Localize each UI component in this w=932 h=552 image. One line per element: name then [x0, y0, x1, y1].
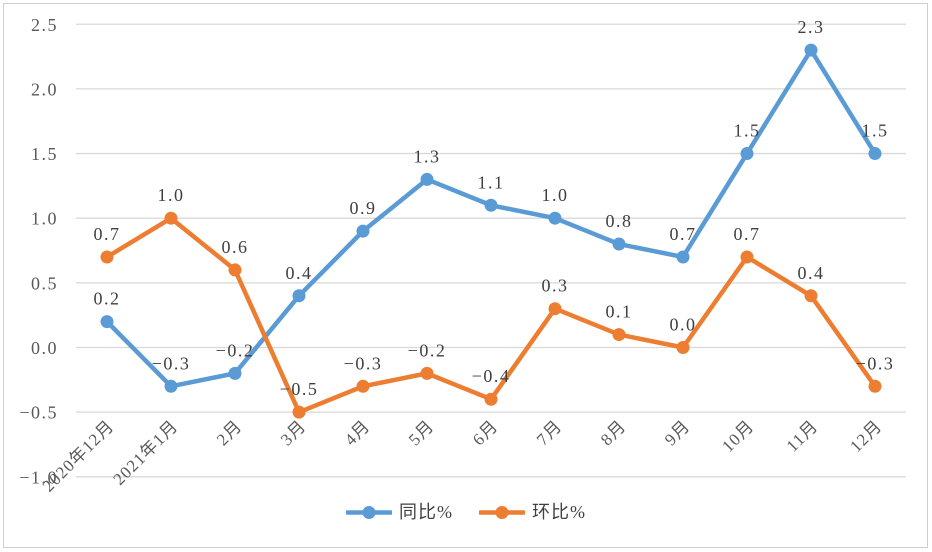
y-tick-label: −1.0	[19, 467, 58, 487]
series-同比%	[100, 43, 882, 393]
data-point-marker	[868, 147, 882, 161]
legend-item-环比%: 环比%	[479, 503, 586, 521]
data-point-label: 0.0	[670, 315, 697, 335]
data-point-label: 1.0	[542, 185, 569, 205]
data-point-marker	[804, 43, 818, 57]
data-point-label: 0.4	[798, 263, 825, 283]
data-point-label: 1.0	[158, 185, 185, 205]
series-环比%	[100, 211, 882, 419]
y-axis-tick-labels: 2.5 2.0 1.5 1.0 0.5 0.0 −0.5 −1.0	[19, 15, 58, 488]
data-point-label: 1.5	[862, 121, 889, 141]
data-point-label: −0.2	[408, 340, 447, 360]
x-tick-label: 6月	[469, 416, 502, 449]
chart-legend: 同比% 环比%	[0, 503, 932, 521]
data-point-label: −0.4	[472, 366, 511, 386]
data-point-label: 0.4	[286, 263, 313, 283]
y-tick-label: 1.0	[31, 209, 58, 229]
data-point-label: 0.7	[734, 224, 761, 244]
data-point-marker	[100, 250, 114, 264]
legend-line-marker-swatch	[479, 505, 525, 519]
data-point-marker	[868, 379, 882, 393]
x-tick-label: 2020年12月	[39, 416, 118, 495]
data-point-marker	[356, 379, 370, 393]
x-tick-label: 2月	[213, 416, 246, 449]
x-tick-label: 10月	[718, 416, 758, 456]
data-point-label: 0.7	[670, 224, 697, 244]
data-point-label: −0.3	[344, 353, 383, 373]
data-point-marker	[164, 379, 178, 393]
data-point-marker	[164, 211, 178, 225]
x-tick-label: 5月	[405, 416, 438, 449]
data-point-label: 0.8	[606, 211, 633, 231]
data-point-label: −0.3	[152, 353, 191, 373]
legend-label: 环比%	[532, 502, 586, 522]
x-tick-label: 9月	[661, 416, 694, 449]
x-tick-label: 11月	[783, 416, 822, 455]
data-point-marker	[420, 366, 434, 380]
data-point-marker	[676, 250, 690, 264]
data-point-label: 0.2	[94, 289, 121, 309]
legend-label: 同比%	[399, 502, 453, 522]
data-point-label: 0.6	[222, 237, 249, 257]
x-tick-label: 7月	[533, 416, 566, 449]
data-point-label: 0.9	[350, 198, 377, 218]
legend-line-marker-swatch	[346, 505, 392, 519]
data-point-label: 1.3	[414, 146, 441, 166]
data-point-marker	[484, 198, 498, 212]
x-tick-label: 4月	[341, 416, 374, 449]
data-point-marker	[612, 237, 626, 251]
data-point-marker	[740, 250, 754, 264]
y-tick-label: −0.5	[19, 403, 58, 423]
data-point-label: −0.3	[856, 353, 895, 373]
data-point-marker	[292, 289, 306, 303]
data-point-label: 0.1	[606, 302, 633, 322]
data-point-label: 1.1	[478, 172, 505, 192]
data-point-marker	[228, 366, 242, 380]
y-tick-label: 2.5	[31, 15, 58, 35]
gridlines	[76, 23, 906, 478]
data-point-marker	[228, 263, 242, 277]
data-point-marker	[676, 341, 690, 354]
data-point-marker	[100, 315, 114, 329]
data-point-marker	[548, 302, 562, 316]
data-point-marker	[612, 328, 626, 342]
data-point-label: −0.2	[216, 340, 255, 360]
data-point-marker	[548, 211, 562, 225]
x-tick-label: 3月	[277, 416, 310, 449]
data-point-marker	[356, 224, 370, 238]
x-tick-label: 2021年1月	[109, 416, 181, 488]
x-tick-label: 8月	[597, 416, 630, 449]
data-point-label: 0.3	[542, 276, 569, 296]
y-tick-label: 0.5	[31, 273, 58, 293]
data-point-marker	[804, 289, 818, 303]
data-point-label: −0.5	[280, 379, 319, 399]
data-point-marker	[292, 405, 306, 419]
data-labels-环比%: 0.7 1.0 0.6 −0.5 −0.3 −0.2 −0.4 0.3 0.1 0.0 0.7 0.4…	[94, 185, 895, 399]
data-point-label: 0.7	[94, 224, 121, 244]
data-point-marker	[740, 147, 754, 161]
data-point-label: 2.3	[798, 17, 825, 37]
y-tick-label: 1.5	[31, 144, 58, 164]
data-point-label: 1.5	[734, 121, 761, 141]
y-tick-label: 2.0	[31, 79, 58, 99]
data-point-marker	[420, 172, 434, 186]
data-point-marker	[484, 392, 498, 406]
data-labels-同比%: 0.2 −0.3 −0.2 0.4 0.9 1.3 1.1 1.0 0.8 0.7 1.5 2.3 1.…	[94, 17, 889, 373]
y-tick-label: 0.0	[31, 338, 58, 358]
x-tick-label: 12月	[846, 416, 886, 456]
legend-item-同比%: 同比%	[346, 503, 453, 521]
